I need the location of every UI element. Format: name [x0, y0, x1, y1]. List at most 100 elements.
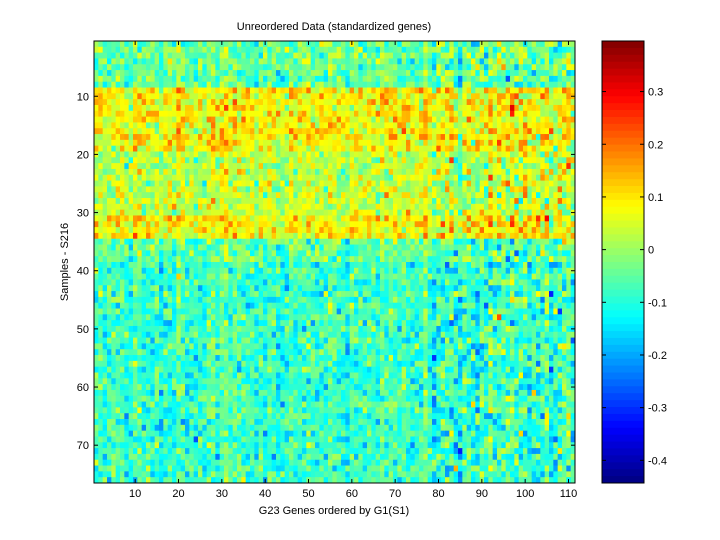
heatmap-cell	[510, 128, 515, 135]
heatmap-cell	[124, 87, 130, 94]
heatmap-cell	[128, 238, 134, 245]
heatmap-cell	[505, 238, 511, 245]
heatmap-cell	[475, 296, 481, 304]
heatmap-cell	[180, 273, 186, 280]
heatmap-cell	[492, 52, 498, 59]
heatmap-cell	[193, 157, 199, 164]
heatmap-cell	[176, 87, 182, 94]
heatmap-cell	[284, 186, 290, 193]
heatmap-cell	[211, 238, 216, 245]
heatmap-cell	[492, 180, 498, 187]
heatmap-cell	[453, 180, 459, 187]
heatmap-cell	[536, 291, 541, 298]
heatmap-cell	[293, 145, 299, 152]
heatmap-cell	[128, 52, 134, 59]
heatmap-cell	[254, 256, 260, 263]
heatmap-cell	[137, 116, 143, 123]
heatmap-cell	[484, 174, 489, 181]
heatmap-cell	[440, 151, 446, 158]
heatmap-cell	[406, 70, 411, 77]
heatmap-cell	[102, 134, 108, 141]
heatmap-cell	[462, 163, 468, 170]
heatmap-cell	[414, 163, 420, 170]
heatmap-cell	[440, 163, 446, 170]
heatmap-cell	[189, 296, 195, 304]
heatmap-cell	[237, 221, 242, 228]
heatmap-cell	[406, 151, 411, 158]
heatmap-cell	[107, 273, 112, 280]
heatmap-cell	[349, 238, 355, 245]
heatmap-cell	[146, 203, 151, 211]
heatmap-cell	[137, 75, 143, 83]
heatmap-cell	[120, 99, 125, 106]
heatmap-cell	[245, 273, 251, 280]
heatmap-cell	[245, 232, 251, 240]
heatmap-cell	[189, 75, 195, 83]
heatmap-cell	[185, 128, 190, 135]
heatmap-cell	[271, 58, 277, 65]
heatmap-cell	[510, 221, 515, 228]
heatmap-cell	[245, 285, 251, 292]
heatmap-cell	[427, 291, 433, 298]
heatmap-cell	[276, 168, 281, 176]
heatmap-cell	[237, 75, 242, 83]
heatmap-cell	[107, 116, 112, 123]
heatmap-cell	[531, 244, 537, 251]
heatmap-cell	[189, 180, 195, 187]
heatmap-cell	[228, 256, 234, 263]
heatmap-cell	[293, 232, 299, 240]
heatmap-cell	[453, 41, 459, 48]
heatmap-cell	[310, 52, 316, 59]
heatmap-cell	[341, 203, 346, 211]
heatmap-cell	[94, 215, 99, 222]
heatmap-cell	[475, 104, 481, 112]
heatmap-cell	[423, 163, 429, 170]
heatmap-cell	[341, 192, 346, 199]
heatmap-cell	[479, 116, 485, 123]
heatmap-cell	[471, 215, 476, 222]
heatmap-cell	[505, 110, 511, 118]
heatmap-cell	[154, 70, 160, 77]
heatmap-cell	[427, 46, 433, 54]
heatmap-cell	[484, 221, 489, 228]
heatmap-cell	[414, 145, 420, 152]
heatmap-cell	[102, 227, 108, 234]
heatmap-cell	[185, 227, 190, 234]
heatmap-cell	[141, 198, 147, 205]
heatmap-cell	[362, 168, 368, 176]
heatmap-cell	[531, 279, 537, 286]
heatmap-cell	[315, 296, 320, 304]
heatmap-cell	[471, 279, 476, 286]
heatmap-cell	[241, 134, 247, 141]
heatmap-cell	[219, 52, 225, 59]
heatmap-cell	[336, 267, 342, 275]
heatmap-cell	[501, 58, 507, 65]
heatmap-cell	[297, 46, 303, 54]
heatmap-cell	[570, 279, 576, 286]
heatmap-cell	[189, 93, 195, 100]
heatmap-cell	[228, 192, 234, 199]
heatmap-cell	[154, 52, 160, 59]
heatmap-cell	[367, 198, 372, 205]
heatmap-cell	[341, 232, 346, 240]
heatmap-cell	[484, 209, 489, 216]
heatmap-cell	[245, 203, 251, 211]
heatmap-cell	[510, 209, 515, 216]
heatmap-cell	[367, 296, 372, 304]
heatmap-cell	[445, 99, 450, 106]
heatmap-cell	[349, 186, 355, 193]
heatmap-cell	[124, 273, 130, 280]
heatmap-cell	[501, 244, 507, 251]
heatmap-cell	[189, 221, 195, 228]
heatmap-cell	[189, 163, 195, 170]
heatmap-cell	[501, 221, 507, 228]
heatmap-cell	[224, 81, 229, 88]
heatmap-cell	[557, 279, 563, 286]
heatmap-cell	[124, 157, 130, 164]
heatmap-cell	[180, 221, 186, 228]
heatmap-cell	[124, 232, 130, 240]
heatmap-cell	[557, 41, 563, 48]
heatmap-cell	[215, 244, 221, 251]
heatmap-cell	[258, 273, 264, 280]
heatmap-cell	[271, 232, 277, 240]
